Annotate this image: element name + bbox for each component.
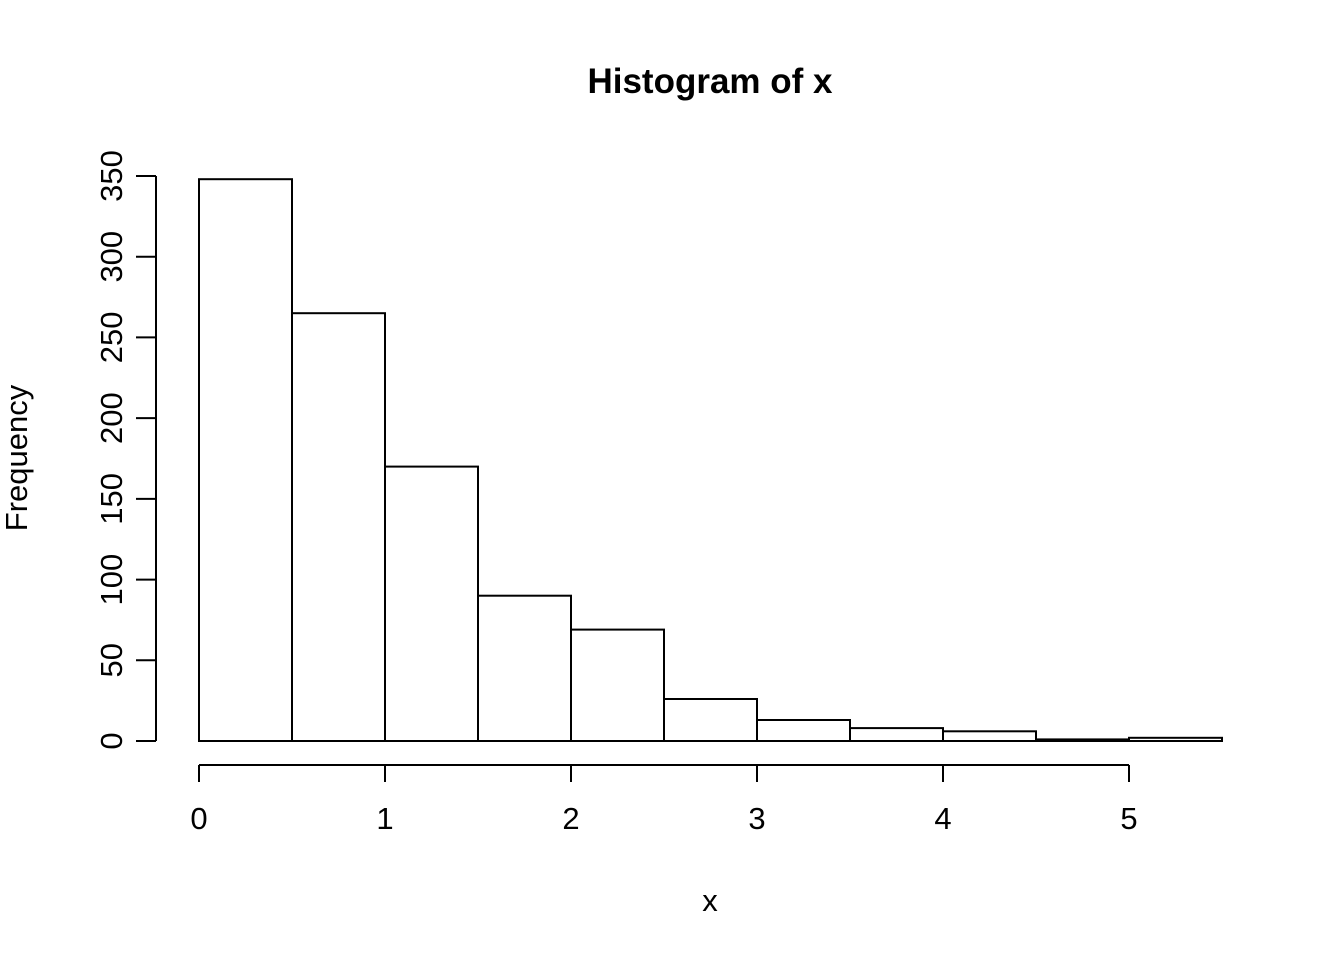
y-tick-label: 200 (94, 392, 129, 444)
axes: 0 50 100 150 200 250 300 350 0 1 2 3 4 5 (94, 150, 1138, 836)
x-tick-label: 4 (934, 801, 951, 836)
histogram-bars (198, 178, 1223, 743)
x-tick-label: 2 (562, 801, 579, 836)
histogram-bar (756, 719, 851, 742)
histogram-bar (1128, 736, 1223, 742)
histogram-bar (849, 727, 944, 742)
y-tick-label: 150 (94, 473, 129, 525)
y-tick-label: 250 (94, 312, 129, 364)
histogram-bar (477, 594, 572, 743)
y-tick-label: 350 (94, 150, 129, 202)
chart-title: Histogram of x (587, 62, 833, 101)
y-tick-label: 0 (94, 732, 129, 749)
x-tick-label: 5 (1120, 801, 1137, 836)
x-axis-label: x (702, 883, 718, 918)
y-tick-label: 300 (94, 231, 129, 283)
histogram-bar (384, 465, 479, 742)
histogram-bar (1035, 738, 1130, 743)
y-axis-label: Frequency (0, 384, 34, 531)
histogram-bar (942, 730, 1037, 742)
histogram-bar (663, 698, 758, 742)
y-tick-label: 50 (94, 643, 129, 677)
x-tick-label: 3 (748, 801, 765, 836)
histogram-bar (570, 628, 665, 742)
x-tick-label: 0 (190, 801, 207, 836)
y-tick-label: 100 (94, 554, 129, 606)
histogram-bar (291, 312, 386, 742)
histogram-bar (198, 178, 293, 742)
x-tick-label: 1 (376, 801, 393, 836)
